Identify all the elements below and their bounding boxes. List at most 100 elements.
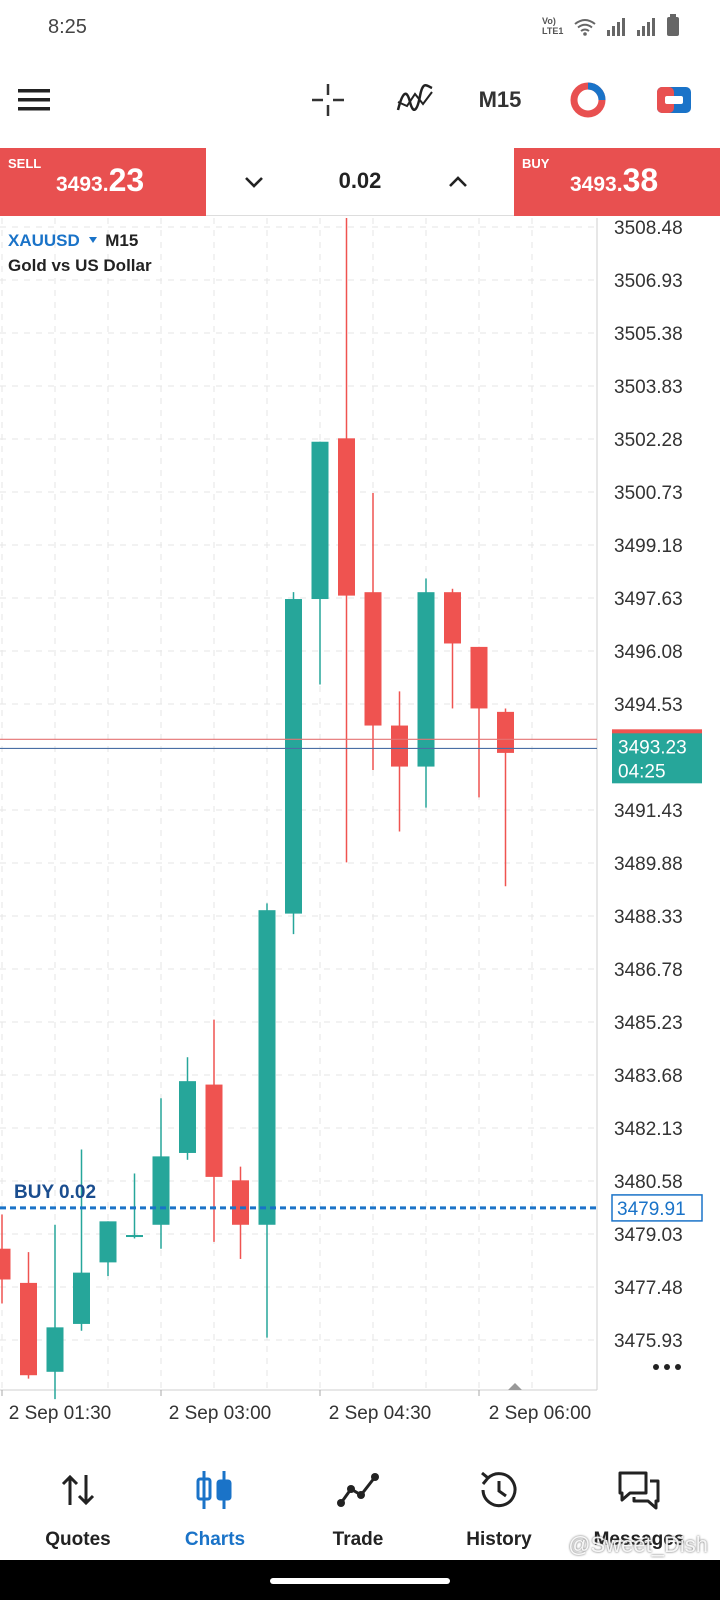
trade-icon xyxy=(337,1473,379,1507)
price-tick-label: 3496.08 xyxy=(614,642,683,663)
battery-icon xyxy=(667,14,679,36)
home-gesture-handle[interactable] xyxy=(270,1578,450,1584)
candle-body xyxy=(338,438,355,596)
price-tick-label: 3483.68 xyxy=(614,1066,683,1087)
candles xyxy=(0,218,514,1400)
crosshair-icon xyxy=(312,84,344,116)
order-price-label: 3479.91 xyxy=(617,1199,686,1220)
wifi-icon xyxy=(574,19,596,36)
price-tick-label: 3499.18 xyxy=(614,536,683,557)
timeframe-label: M15 xyxy=(478,87,522,112)
sell-price-big: 23 xyxy=(108,162,145,198)
nav-trade[interactable]: Trade xyxy=(286,1455,430,1560)
price-tick-label: 3479.03 xyxy=(614,1225,683,1246)
nav-history-label: History xyxy=(466,1529,532,1550)
price-chart[interactable]: 3493.23 04:25 BUY 0.02 3479.91 3508.48 3506.… xyxy=(0,218,720,1448)
buy-price-big: 38 xyxy=(622,162,659,198)
indicators-button[interactable] xyxy=(392,76,438,124)
menu-button[interactable] xyxy=(12,76,56,124)
scroll-marker-icon[interactable] xyxy=(508,1383,522,1390)
candle-body xyxy=(46,1327,64,1372)
history-icon xyxy=(481,1471,517,1508)
price-tick-label: 3477.48 xyxy=(614,1278,683,1299)
price-tick-label: 3505.38 xyxy=(614,324,683,345)
nav-quotes[interactable]: Quotes xyxy=(6,1455,150,1560)
candle-body xyxy=(152,1156,170,1225)
watermark: @Sweet_Dish xyxy=(568,1532,708,1557)
time-tick-label: 2 Sep 04:30 xyxy=(329,1403,431,1424)
buy-price-small: 3493. xyxy=(570,173,623,196)
candle-body xyxy=(391,725,408,767)
price-tick-label: 3503.83 xyxy=(614,377,683,398)
bar-countdown-label: 04:25 xyxy=(618,761,666,782)
increase-lot-icon[interactable] xyxy=(442,166,474,198)
candle-body xyxy=(99,1221,117,1263)
price-tick-label: 3486.78 xyxy=(614,960,683,981)
price-lines: 3493.23 04:25 BUY 0.02 3479.91 xyxy=(0,729,703,1222)
bid-price-badge xyxy=(612,733,702,784)
bottom-navigation: Quotes Charts Trade History Messages xyxy=(0,1455,720,1560)
network-label: Vo) LTE1 xyxy=(542,16,564,36)
buy-button[interactable]: BUY 3493.38 xyxy=(514,148,720,216)
price-tick-label: 3489.88 xyxy=(614,854,683,875)
more-options-icon[interactable] xyxy=(653,1364,659,1370)
order-price-badge xyxy=(611,1194,703,1222)
nav-charts[interactable]: Charts xyxy=(143,1455,287,1560)
price-tick-label: 3500.73 xyxy=(614,483,683,504)
symbol-dropdown-icon[interactable] xyxy=(88,235,98,245)
nav-trade-label: Trade xyxy=(332,1529,384,1550)
status-bar: 8:25 Vo) LTE1 xyxy=(0,0,720,56)
quotes-icon xyxy=(61,1474,95,1506)
objects-icon xyxy=(570,82,606,118)
timeframe-button[interactable]: M15 xyxy=(470,76,530,124)
trade-panel-button[interactable] xyxy=(652,76,696,124)
buy-order-label[interactable]: BUY 0.02 xyxy=(14,1182,96,1203)
sell-price-small: 3493. xyxy=(56,173,109,196)
price-tick-label: 3508.48 xyxy=(614,218,683,239)
symbol-timeframe: M15 xyxy=(105,231,139,250)
sell-button[interactable]: SELL 3493.23 xyxy=(0,148,206,216)
candle-body xyxy=(311,441,329,600)
more-options-icon[interactable] xyxy=(664,1364,670,1370)
decrease-lot-icon[interactable] xyxy=(238,166,270,198)
price-tick-label: 3502.28 xyxy=(614,430,683,451)
lot-selector: 0.02 xyxy=(206,148,514,216)
status-time: 8:25 xyxy=(48,16,87,38)
crosshair-button[interactable] xyxy=(306,76,350,124)
hamburger-icon xyxy=(18,89,50,111)
current-price-label: 3493.23 xyxy=(618,737,687,758)
lot-value[interactable]: 0.02 xyxy=(338,168,382,193)
price-tick-label: 3475.93 xyxy=(614,1331,683,1352)
nav-charts-label: Charts xyxy=(184,1529,246,1550)
candle-body xyxy=(232,1180,249,1225)
time-tick-label: 2 Sep 03:00 xyxy=(169,1403,271,1424)
candle-body xyxy=(205,1084,223,1177)
more-options-icon[interactable] xyxy=(675,1364,681,1370)
sell-label: SELL xyxy=(8,156,42,171)
buy-price: 3493.38 xyxy=(570,162,658,199)
nav-messages[interactable]: Messages xyxy=(567,1455,711,1560)
chart-canvas[interactable]: 3493.23 04:25 BUY 0.02 3479.91 3508.48 3506.… xyxy=(0,218,720,1448)
time-tick-label: 2 Sep 01:30 xyxy=(9,1403,111,1424)
price-tick-label: 3497.63 xyxy=(614,589,683,610)
candle-body xyxy=(444,592,461,644)
sell-price: 3493.23 xyxy=(56,162,144,199)
messages-icon xyxy=(618,1471,660,1510)
nav-history[interactable]: History xyxy=(427,1455,571,1560)
objects-button[interactable] xyxy=(566,76,610,124)
symbol-header[interactable]: XAUUSD M15 xyxy=(8,231,138,251)
candle-body xyxy=(364,592,382,726)
price-axis: 3508.48 3506.93 3505.38 3503.83 3502.28 3500.… xyxy=(614,218,683,1370)
status-icons: Vo) LTE1 xyxy=(542,14,680,36)
indicators-icon xyxy=(396,84,433,111)
charts-icon xyxy=(196,1471,232,1509)
signal-icon xyxy=(607,18,625,36)
system-gesture-bar xyxy=(0,1560,720,1600)
price-tick-label: 3480.58 xyxy=(614,1172,683,1193)
price-tick-label: 3482.13 xyxy=(614,1119,683,1140)
time-axis: 2 Sep 01:30 2 Sep 03:00 2 Sep 04:30 2 Sep 0… xyxy=(1,1383,591,1424)
symbol-name[interactable]: XAUUSD xyxy=(8,231,80,250)
candle-body xyxy=(258,910,276,1225)
candle-body xyxy=(73,1272,90,1324)
candle-body xyxy=(497,711,514,753)
